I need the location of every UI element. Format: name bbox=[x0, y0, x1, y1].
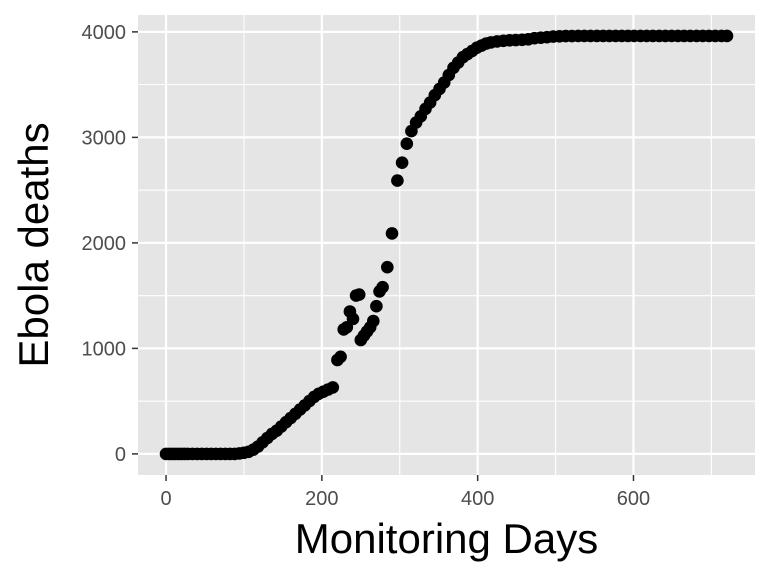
data-point bbox=[381, 260, 394, 274]
y-axis-title: Ebola deaths bbox=[10, 122, 57, 367]
axes: 0 200 400 600 0 1000 2000 3000 4000 bbox=[82, 22, 651, 510]
y-tick-label: 4000 bbox=[82, 22, 127, 44]
x-tick-label: 0 bbox=[160, 488, 171, 510]
y-tick-label: 2000 bbox=[82, 233, 127, 255]
data-point bbox=[326, 381, 340, 394]
plot-panel bbox=[138, 15, 755, 475]
data-point bbox=[720, 29, 734, 43]
x-axis-title: Monitoring Days bbox=[295, 515, 598, 562]
x-tick-label: 200 bbox=[305, 488, 338, 510]
data-point bbox=[346, 312, 360, 326]
y-tick-label: 0 bbox=[115, 444, 126, 466]
data-point bbox=[385, 227, 399, 240]
data-point bbox=[400, 137, 414, 150]
data-point bbox=[376, 280, 389, 294]
data-point bbox=[334, 350, 347, 364]
data-point bbox=[395, 156, 409, 169]
y-tick-label: 1000 bbox=[82, 338, 127, 360]
data-point bbox=[352, 288, 366, 301]
data-point bbox=[391, 174, 404, 187]
x-tick-label: 600 bbox=[617, 488, 650, 510]
data-point bbox=[367, 314, 380, 328]
x-tick-label: 400 bbox=[461, 488, 494, 510]
data-points bbox=[159, 29, 734, 461]
data-point bbox=[370, 299, 383, 313]
y-tick-label: 3000 bbox=[82, 127, 127, 149]
minor-gridlines bbox=[138, 15, 755, 475]
